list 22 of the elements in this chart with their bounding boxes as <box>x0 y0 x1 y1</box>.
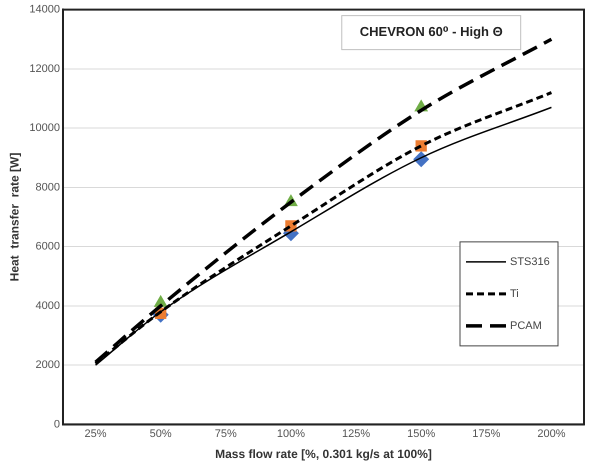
y-tick-label: 10000 <box>29 122 60 134</box>
x-axis-title: Mass flow rate [%, 0.301 kg/s at 100%] <box>215 447 432 462</box>
y-tick-label: 14000 <box>29 4 60 16</box>
legend-label: PCAM <box>510 320 542 332</box>
y-tick-label: 4000 <box>36 300 60 312</box>
x-tick-label: 25% <box>84 428 107 440</box>
x-tick-label: 200% <box>537 428 566 440</box>
x-tick-label: 100% <box>276 428 306 440</box>
legend-label: Ti <box>510 288 519 300</box>
y-tick-label: 2000 <box>36 359 60 372</box>
x-tick-label: 150% <box>407 428 436 440</box>
text: CHEVRON 60⁰ - High Θ <box>360 24 503 40</box>
x-tick-label: 75% <box>214 428 238 440</box>
y-tick-label: 0 <box>54 418 60 430</box>
legend-label: STS316 <box>510 256 550 268</box>
x-tick-label: 125% <box>342 428 370 440</box>
x-tick-label: 175% <box>472 428 501 440</box>
y-tick-label: 12000 <box>29 62 60 75</box>
y-axis-title: Heat transfer rate [W] <box>8 152 22 282</box>
y-tick-label: 6000 <box>36 240 60 253</box>
y-tick-label: 8000 <box>36 181 60 194</box>
x-tick-label: 50% <box>150 428 172 440</box>
